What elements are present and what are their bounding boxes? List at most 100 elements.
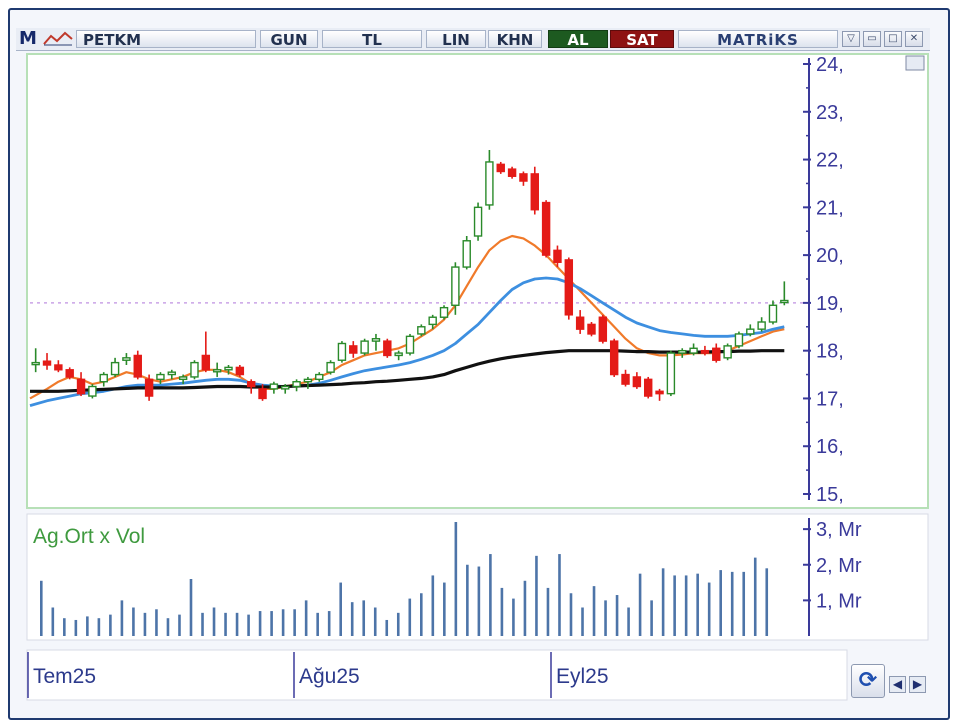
candle (666, 350, 676, 397)
volume-bar (443, 582, 446, 636)
candle-body-down (519, 173, 528, 182)
candle-body-up (303, 378, 313, 383)
volume-bar (569, 593, 573, 636)
date-label-agu25: Ağu25 (299, 665, 360, 688)
chart-type-icon[interactable] (42, 30, 74, 48)
candle (326, 360, 335, 375)
currency-button[interactable]: TL (322, 30, 422, 49)
volume-bar (638, 573, 642, 636)
volume-bar (431, 575, 435, 636)
chart-navigation: ⟳ ◀ ▶ (851, 664, 931, 700)
price-axis: 24, 23, 22, 21, 20, 19, 18, 17, 16, 15, (803, 54, 844, 506)
candle-body-down (258, 388, 267, 400)
candle (88, 384, 97, 399)
close-icon[interactable]: ✕ (905, 31, 923, 47)
volume-bar (97, 618, 101, 636)
sell-button[interactable]: SAT (610, 30, 674, 49)
candle (383, 338, 392, 358)
panel-menu-icon[interactable] (905, 55, 925, 71)
candle-body-up (394, 352, 403, 357)
refresh-icon[interactable]: ⟳ (851, 664, 885, 698)
candle (780, 281, 789, 306)
candle-body-up (269, 383, 279, 390)
volume-bar (281, 609, 285, 636)
candle-body-down (553, 249, 562, 263)
symbol-field[interactable]: PETKM (76, 30, 256, 49)
scale-button[interactable]: LIN (426, 30, 486, 49)
candle (723, 343, 732, 361)
candle-body-up (734, 333, 744, 347)
candle-body-up (315, 373, 324, 381)
volume-axis: 3, Mr 2, Mr 1, Mr (803, 519, 862, 612)
buy-button[interactable]: AL (548, 30, 608, 49)
volume-tick-label: 2, Mr (816, 555, 862, 577)
minimize-icon[interactable]: ▭ (863, 31, 881, 47)
price-tick-label: 16, (816, 436, 844, 458)
maximize-icon[interactable]: □ (884, 31, 902, 47)
candle (553, 245, 562, 268)
price-tick-label: 21, (816, 197, 844, 219)
volume-bar (109, 614, 112, 636)
volume-bar (339, 582, 342, 636)
candle-body-up (485, 161, 494, 206)
candle-body-down (587, 323, 596, 335)
candle-body-up (405, 335, 415, 354)
candle (76, 372, 86, 397)
price-tick-label: 19, (816, 293, 844, 315)
period-button[interactable]: GUN (260, 30, 318, 49)
volume-bar (581, 607, 584, 636)
volume-bar (247, 614, 250, 636)
candle-body-down (712, 347, 721, 361)
candle-body-up (780, 299, 789, 304)
candle-body-down (575, 316, 585, 330)
volume-bar (51, 607, 55, 636)
date-axis-panel (26, 649, 848, 701)
candle (269, 381, 279, 394)
volume-bar (86, 616, 89, 636)
brand-label: MATRiKS (678, 30, 838, 49)
volume-bar (327, 611, 331, 636)
candle-body-up (689, 347, 698, 354)
candle-body-down (598, 316, 608, 342)
mode-button[interactable]: KHN (488, 30, 542, 49)
volume-bar (684, 575, 688, 636)
volume-bar (258, 611, 262, 636)
candle-body-down (65, 369, 74, 378)
scroll-left-icon[interactable]: ◀ (889, 676, 906, 693)
candle (621, 369, 630, 387)
price-tick-label: 15, (816, 484, 844, 506)
candle (609, 338, 619, 377)
candle-body-down (564, 259, 574, 316)
volume-bar (719, 570, 722, 636)
volume-bar (408, 598, 412, 636)
candle-body-up (31, 361, 40, 366)
volume-bar (293, 609, 296, 636)
candle-body-down (246, 381, 256, 388)
price-tick-label: 24, (816, 54, 844, 76)
candle-body-down (655, 390, 664, 395)
candle-body-down (235, 366, 245, 376)
volume-bar (558, 554, 561, 636)
chart-toolbar: M PETKM GUN TL LIN KHN AL SAT MATRiKS ▽ … (16, 28, 930, 51)
candle (258, 384, 267, 401)
candle-body-up (768, 304, 778, 323)
candle (439, 305, 449, 320)
dropdown-icon[interactable]: ▽ (842, 31, 860, 47)
candle (246, 379, 256, 394)
candle (417, 324, 426, 337)
candle (428, 314, 437, 330)
candle (519, 171, 528, 186)
volume-bar (178, 614, 181, 636)
candle-body-down (507, 168, 517, 177)
candle-body-down (541, 201, 551, 256)
volume-bar (615, 595, 619, 636)
candle (349, 341, 358, 358)
candle (530, 166, 539, 215)
volume-bar (396, 612, 400, 636)
candle (655, 388, 664, 401)
candle-body-up (428, 316, 437, 326)
volume-bar (500, 587, 504, 636)
volume-bar (304, 600, 308, 636)
scroll-right-icon[interactable]: ▶ (909, 676, 926, 693)
volume-bar (696, 573, 699, 636)
